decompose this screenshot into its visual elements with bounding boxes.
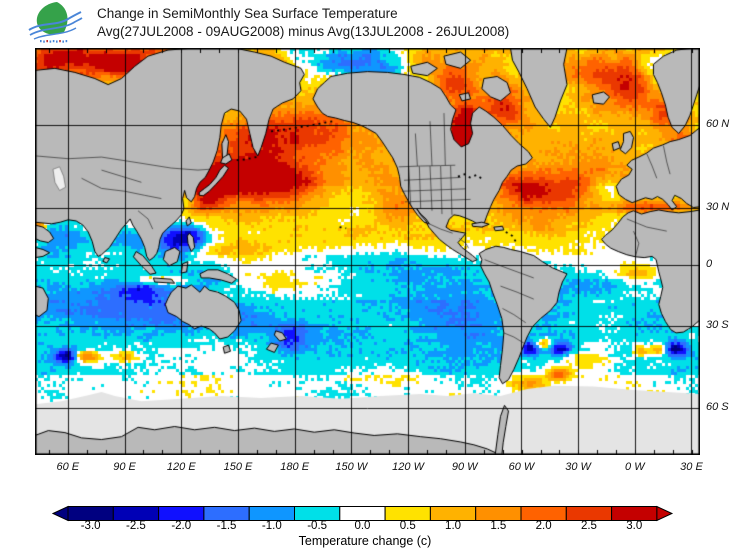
- lon-axis-label: 30 E: [680, 461, 703, 473]
- colorbar-tick-label: -1.5: [216, 520, 237, 532]
- lon-axis-label: 180 E: [280, 461, 310, 473]
- colorbar-segment: [475, 506, 522, 521]
- lat-axis-label: 30 N: [706, 200, 730, 213]
- lon-axis-label: 150 W: [335, 461, 368, 473]
- lon-axis-label: 150 E: [223, 461, 253, 473]
- colorbar-segment: [611, 506, 658, 521]
- figure-title: Change in SemiMonthly Sea Surface Temper…: [97, 6, 398, 21]
- lon-axis-label: 0 W: [625, 461, 645, 473]
- colorbar-segment: [429, 506, 477, 521]
- colorbar-segment: [565, 506, 613, 521]
- colorbar-tick-label: 2.5: [580, 520, 597, 532]
- colorbar-segment: [112, 506, 160, 521]
- lon-axis-label: 60 W: [508, 461, 535, 473]
- colorbar-tick-label: 3.0: [626, 520, 643, 532]
- figure-titles: Change in SemiMonthly Sea Surface Temper…: [97, 5, 509, 41]
- colorbar-tick-label: 1.5: [490, 520, 507, 532]
- colorbar-scale: [51, 505, 674, 522]
- lat-axis-label: 60 S: [706, 400, 729, 413]
- colorbar-left-arrow: [51, 505, 69, 522]
- logo-tiny-text: [40, 40, 68, 43]
- figure-subtitle: Avg(27JUL2008 - 09AUG2008) minus Avg(13J…: [97, 24, 510, 39]
- lon-axis-label: 30 W: [565, 461, 591, 473]
- colorbar-tick-label: -2.0: [171, 520, 192, 532]
- colorbar-tick-label: 2.0: [535, 520, 552, 532]
- lon-axis-label: 120 E: [166, 461, 196, 473]
- colorbar-segment: [67, 506, 114, 521]
- lat-axis-label: 30 S: [706, 318, 729, 331]
- colorbar-right-arrow: [656, 505, 674, 522]
- colorbar-tick-label: -3.0: [80, 520, 101, 532]
- sst-anomaly-map-canvas: [35, 48, 700, 455]
- colorbar-segment: [294, 506, 341, 521]
- colorbar-segment: [158, 506, 205, 521]
- colorbar-tick-label: -0.5: [307, 520, 328, 532]
- map-area: [35, 48, 700, 455]
- lon-axis-label: 60 E: [56, 461, 80, 473]
- colorbar-segment: [339, 506, 386, 521]
- colorbar-tick-label: -2.5: [126, 520, 146, 532]
- colorbar-tick-label: -1.0: [261, 520, 282, 532]
- lat-axis-label: 0: [706, 257, 713, 270]
- agency-logo-icon: [28, 2, 83, 43]
- lon-axis-label: 90 W: [451, 461, 478, 473]
- colorbar-tick-label: 1.0: [445, 520, 462, 532]
- colorbar-tick-label: 0.5: [399, 520, 416, 532]
- colorbar-segment: [520, 506, 567, 521]
- colorbar-segment: [248, 506, 295, 521]
- colorbar-segment: [384, 506, 431, 521]
- lat-axis-label: 60 N: [706, 117, 730, 130]
- colorbar: [47, 505, 687, 523]
- colorbar-tick-label: 0.0: [354, 520, 371, 532]
- lon-axis-label: 120 W: [392, 461, 424, 473]
- lon-axis-label: 90 E: [113, 461, 136, 473]
- colorbar-caption: Temperature change (c): [298, 534, 432, 548]
- colorbar-segment: [203, 506, 250, 521]
